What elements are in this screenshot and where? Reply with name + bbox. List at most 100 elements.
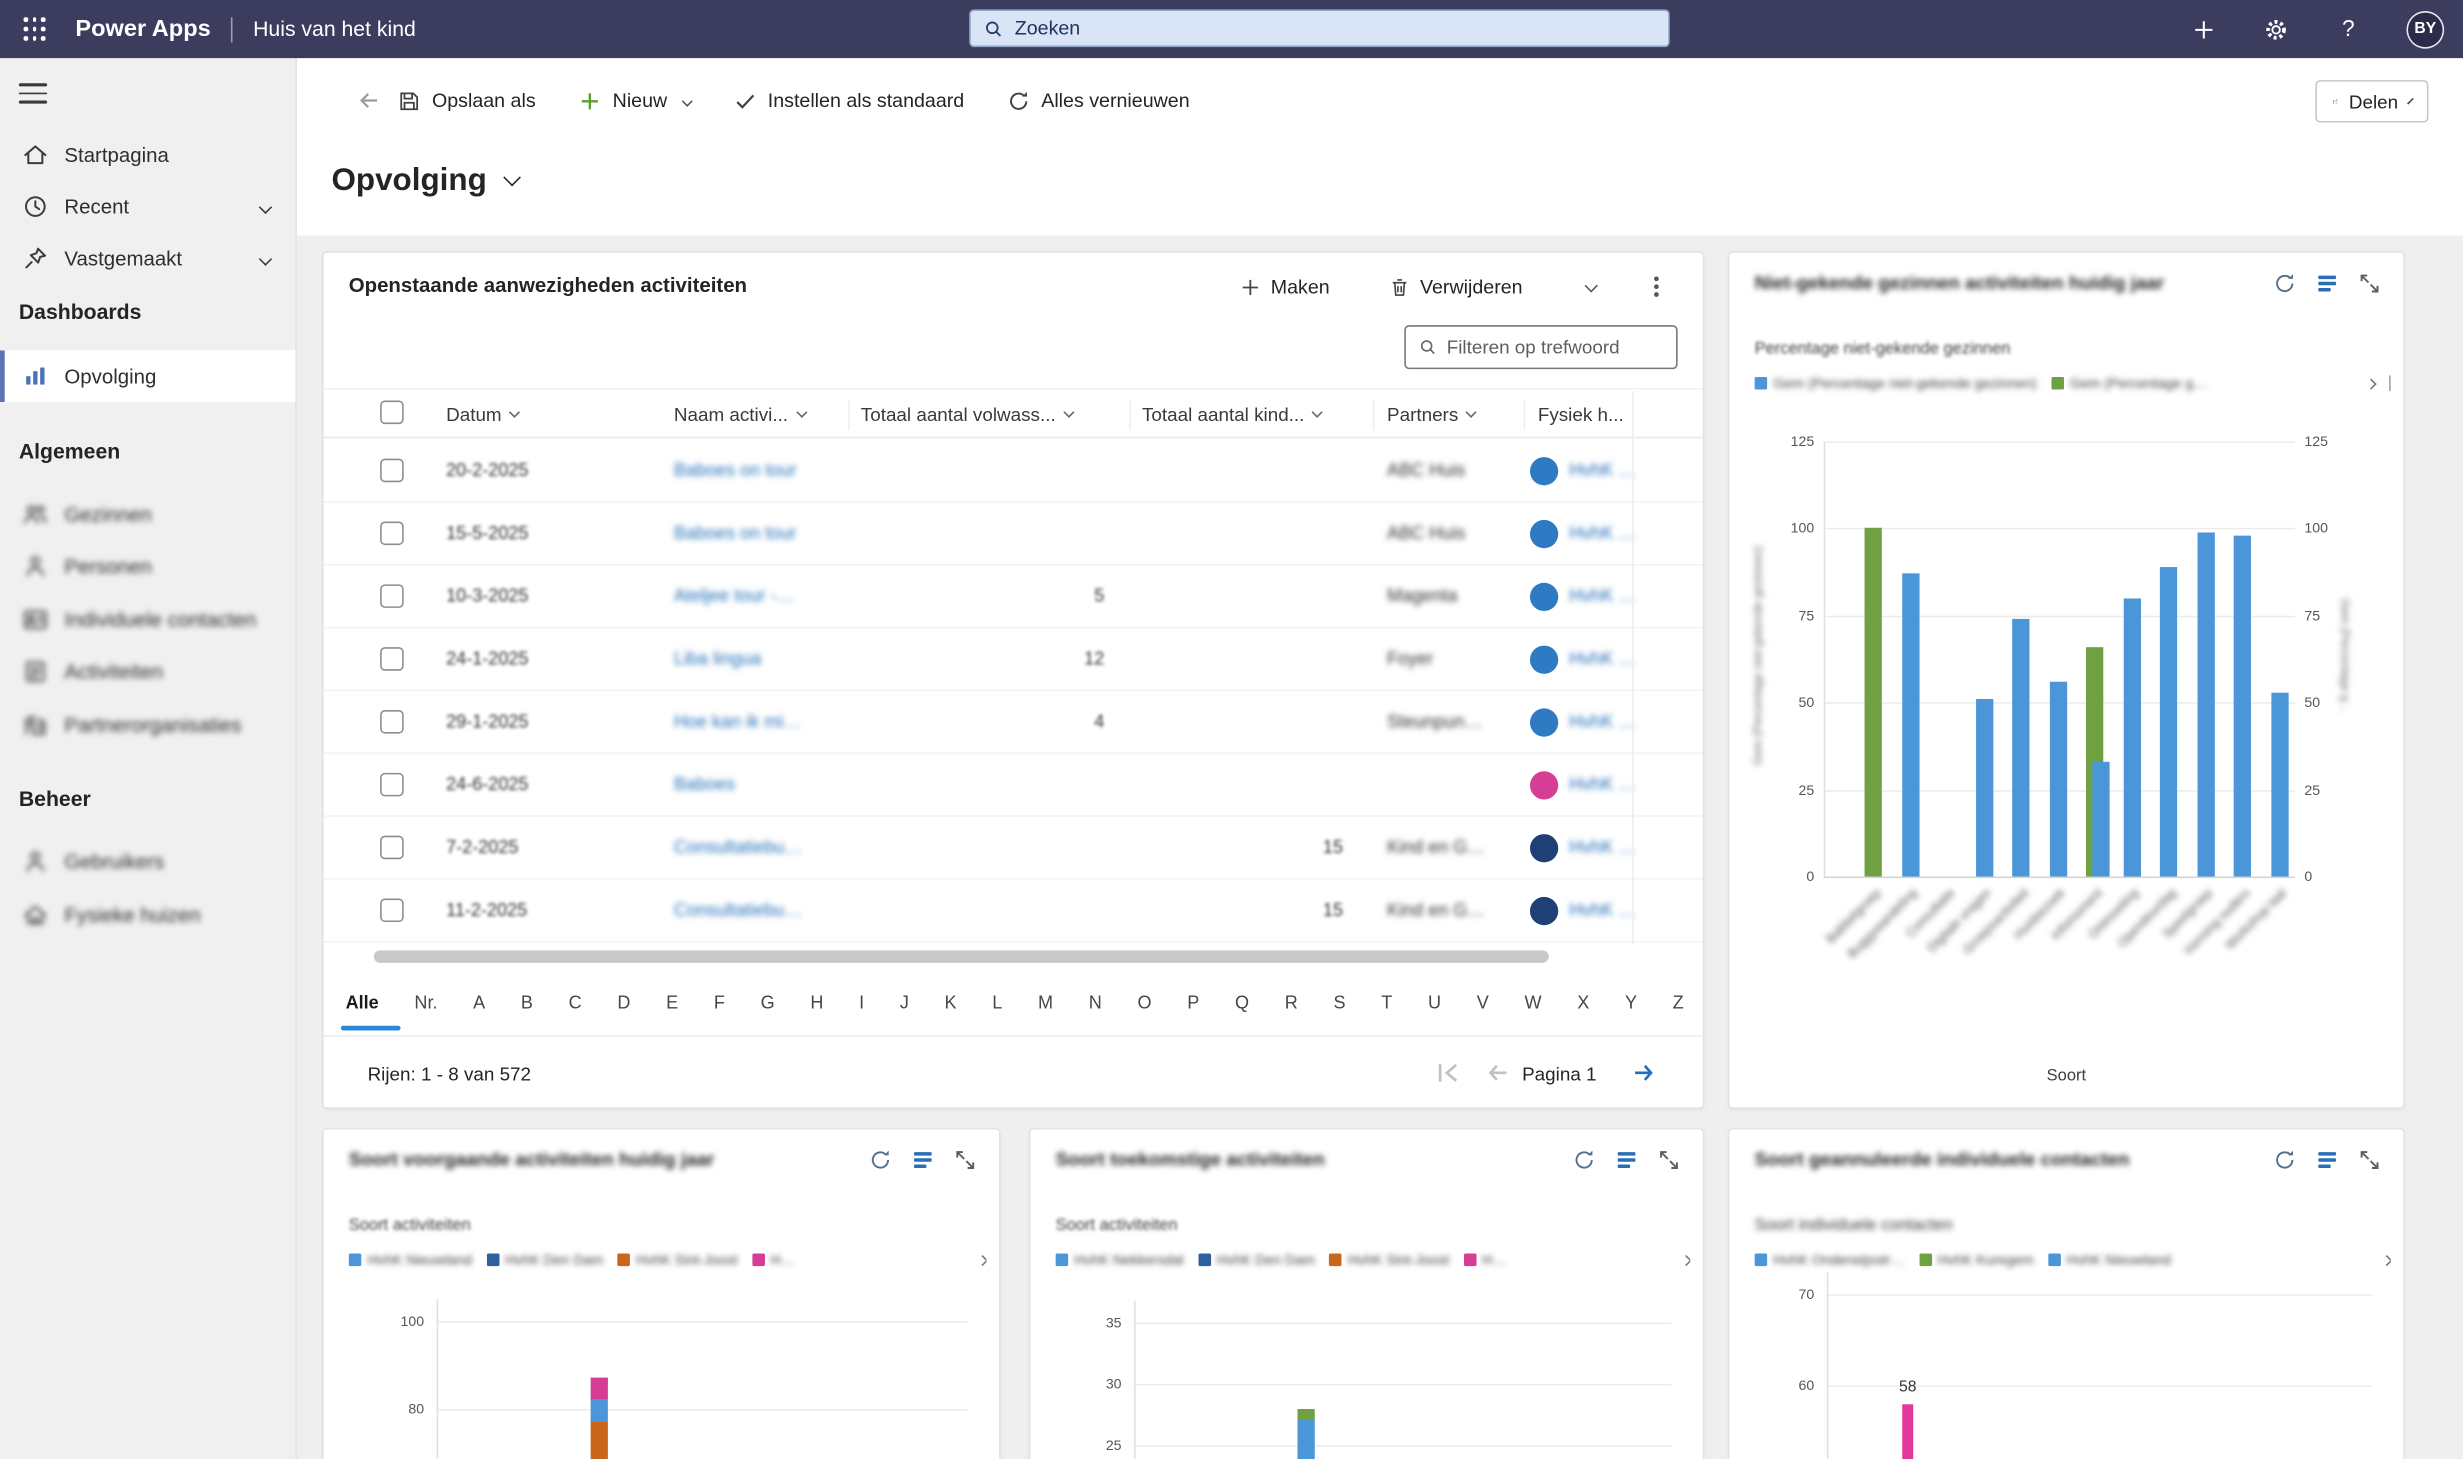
refresh-icon[interactable]	[869, 1148, 893, 1172]
sidebar-item-partnerorganisaties[interactable]: Partnerorganisaties	[0, 699, 295, 751]
alphabet-n[interactable]: N	[1088, 994, 1102, 1014]
hamburger-menu-icon[interactable]	[18, 83, 48, 104]
alphabet-u[interactable]: U	[1427, 994, 1442, 1014]
search-input[interactable]	[1014, 17, 1656, 40]
bar-segment[interactable]	[590, 1422, 608, 1459]
expand-icon[interactable]	[953, 1148, 977, 1172]
alphabet-f[interactable]: F	[713, 994, 725, 1014]
alphabet-c[interactable]: C	[568, 994, 582, 1014]
cell-activity-link[interactable]: Ateljee tour -…	[673, 587, 795, 607]
bar[interactable]	[2159, 566, 2178, 877]
cell-activity-link[interactable]: Consultatiebu…	[673, 901, 803, 921]
app-name[interactable]: Huis van het kind	[253, 17, 416, 41]
bar[interactable]	[1901, 573, 1919, 877]
filter-input[interactable]	[1446, 336, 1664, 359]
row-checkbox[interactable]	[380, 897, 404, 922]
back-icon[interactable]	[357, 88, 382, 113]
bar-overlay[interactable]	[2092, 761, 2110, 877]
share-button[interactable]: Delen	[2314, 80, 2429, 123]
bar-segment[interactable]	[1297, 1420, 1315, 1459]
alphabet-j[interactable]: J	[899, 994, 909, 1014]
next-page-icon[interactable]	[1629, 1059, 1657, 1087]
column-header-datum[interactable]: Datum	[446, 390, 521, 440]
save-as-button[interactable]: Opslaan als	[397, 89, 536, 113]
new-button[interactable]: Nieuw	[578, 89, 693, 113]
bar-segment[interactable]	[590, 1378, 608, 1401]
column-header-totaal-aantal-volwass[interactable]: Totaal aantal volwass...	[861, 390, 1075, 440]
physical-house-link[interactable]: HvhK …	[1569, 713, 1637, 732]
alphabet-nr[interactable]: Nr.	[414, 994, 438, 1014]
cell-activity-link[interactable]: Baboes	[673, 775, 736, 795]
physical-house-link[interactable]: HvhK …	[1569, 461, 1637, 481]
select-all-checkbox[interactable]	[380, 400, 404, 425]
create-button[interactable]: Maken	[1239, 270, 1330, 305]
help-icon[interactable]: ?	[2341, 16, 2355, 42]
sidebar-item-gezinnen[interactable]: Gezinnen	[0, 489, 295, 541]
bar[interactable]	[1864, 528, 1882, 877]
sidebar-item-recent[interactable]: Recent	[0, 181, 295, 233]
bar[interactable]	[2049, 681, 2067, 877]
cell-activity-link[interactable]: Hoe kan ik mi…	[673, 713, 802, 732]
column-header-partners[interactable]: Partners	[1387, 390, 1478, 440]
bar-segment[interactable]	[1297, 1408, 1315, 1421]
alphabet-x[interactable]: X	[1577, 994, 1590, 1014]
avatar[interactable]: BY	[2406, 10, 2445, 48]
horizontal-scrollbar[interactable]	[373, 950, 1549, 963]
bar[interactable]	[1975, 698, 1993, 877]
bar[interactable]	[2012, 618, 2030, 877]
alphabet-w[interactable]: W	[1524, 994, 1542, 1014]
sidebar-item-gebruikers[interactable]: Gebruikers	[0, 836, 295, 888]
row-checkbox[interactable]	[380, 772, 404, 796]
refresh-icon[interactable]	[1572, 1148, 1596, 1172]
table-row[interactable]: 24-6-2025 Baboes HvhK …	[323, 754, 1703, 817]
sidebar-item-personen[interactable]: Personen	[0, 540, 295, 592]
previous-page-icon[interactable]	[1484, 1059, 1512, 1087]
cell-activity-link[interactable]: Baboes on tour	[673, 524, 797, 544]
cell-activity-link[interactable]: Baboes on tour	[673, 461, 797, 481]
refresh-icon[interactable]	[2273, 272, 2297, 296]
alphabet-d[interactable]: D	[617, 994, 631, 1014]
settings-gear-icon[interactable]	[2262, 15, 2290, 43]
sidebar-item-activiteiten[interactable]: Activiteiten	[0, 646, 295, 698]
row-checkbox[interactable]	[380, 457, 404, 482]
more-commands-chevron-icon[interactable]	[1584, 279, 1598, 293]
alphabet-t[interactable]: T	[1381, 994, 1393, 1014]
view-records-icon[interactable]	[911, 1148, 935, 1172]
physical-house-link[interactable]: HvhK …	[1569, 650, 1637, 670]
sidebar-item-vastgemaakt[interactable]: Vastgemaakt	[0, 232, 295, 284]
row-checkbox[interactable]	[380, 583, 404, 608]
expand-icon[interactable]	[1657, 1148, 1681, 1172]
view-records-icon[interactable]	[1615, 1148, 1639, 1172]
alphabet-m[interactable]: M	[1038, 994, 1054, 1014]
alphabet-e[interactable]: E	[666, 994, 679, 1014]
table-row[interactable]: 29-1-2025 Hoe kan ik mi… 4 Steunpun… HvhK …	[323, 691, 1703, 754]
column-header-totaal-aantal-kind[interactable]: Totaal aantal kind...	[1142, 390, 1324, 440]
refresh-all-button[interactable]: Alles vernieuwen	[1007, 89, 1190, 113]
table-row[interactable]: 15-5-2025 Baboes on tour ABC Huis HvhK …	[323, 503, 1703, 566]
row-checkbox[interactable]	[380, 520, 404, 545]
bar-segment[interactable]	[590, 1400, 608, 1423]
sidebar-item-opvolging[interactable]: Opvolging	[0, 350, 296, 403]
alphabet-r[interactable]: R	[1284, 994, 1298, 1014]
row-checkbox[interactable]	[380, 646, 404, 670]
delete-button[interactable]: Verwijderen	[1389, 270, 1523, 305]
alphabet-p[interactable]: P	[1187, 994, 1200, 1014]
bar[interactable]	[2233, 535, 2251, 877]
physical-house-link[interactable]: HvhK …	[1569, 587, 1637, 607]
sidebar-item-individuele-contacten[interactable]: Individuele contacten	[0, 594, 295, 646]
view-records-icon[interactable]	[2315, 272, 2339, 296]
refresh-icon[interactable]	[2273, 1148, 2297, 1172]
view-records-icon[interactable]	[2315, 1148, 2339, 1172]
table-row[interactable]: 7-2-2025 Consultatiebu… 15 Kind en G… HvhK …	[323, 817, 1703, 880]
cell-activity-link[interactable]: Consultatiebu…	[673, 838, 803, 858]
sidebar-item-fysieke-huizen[interactable]: Fysieke huizen	[0, 889, 295, 941]
global-search[interactable]	[969, 9, 1670, 48]
table-row[interactable]: 20-2-2025 Baboes on tour ABC Huis HvhK …	[323, 440, 1703, 503]
app-launcher-icon[interactable]	[0, 0, 69, 58]
table-row[interactable]: 11-2-2025 Consultatiebu… 15 Kind en G… HvhK …	[323, 880, 1703, 943]
overflow-menu-icon[interactable]	[1654, 284, 1659, 290]
cell-activity-link[interactable]: Liba lingua	[673, 650, 762, 670]
alphabet-q[interactable]: Q	[1235, 994, 1250, 1014]
first-page-icon[interactable]	[1434, 1059, 1462, 1087]
row-checkbox[interactable]	[380, 709, 404, 733]
